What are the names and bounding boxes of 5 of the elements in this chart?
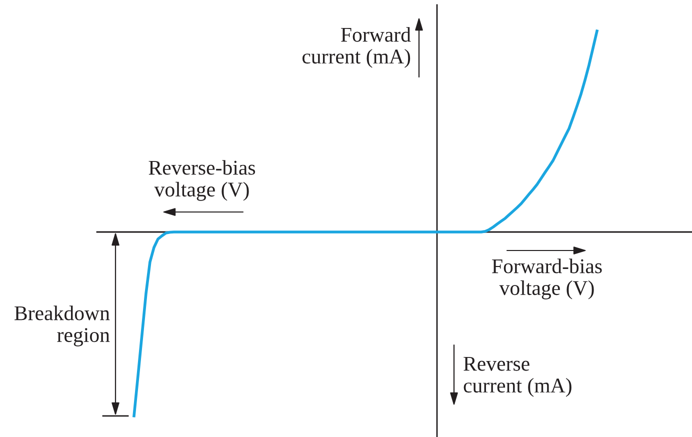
- y-axis-title: Forward current (mA): [302, 27, 411, 68]
- annotation: Reverse-bias voltage (V): [148, 160, 256, 201]
- annotation: Reverse current (mA): [464, 356, 572, 397]
- text: Breakdown region: [14, 306, 110, 346]
- x-axis-title: Forward-bias voltage (V): [492, 258, 602, 300]
